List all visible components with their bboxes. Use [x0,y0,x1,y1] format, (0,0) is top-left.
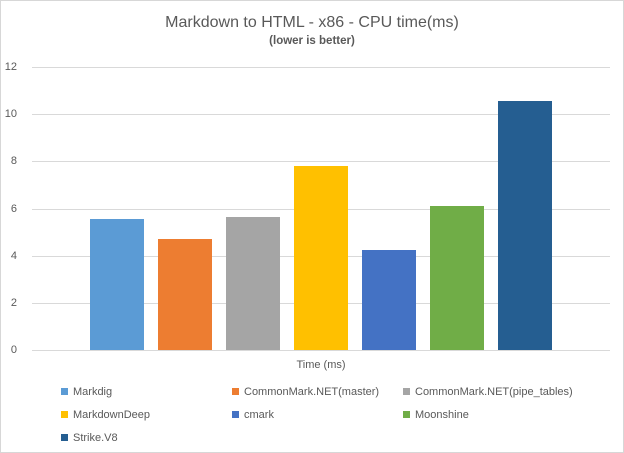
legend-item-commonmark-net-pipe-tables: CommonMark.NET(pipe_tables) [403,385,574,408]
legend-item-commonmark-net-master: CommonMark.NET(master) [232,385,403,408]
y-tick-label-10: 10 [4,108,17,121]
bar-commonmark-net-pipe-tables [226,216,280,350]
legend-swatch-strike-v8 [61,434,68,441]
gridline-y0 [32,350,610,351]
legend-swatch-markdowndeep [61,411,68,418]
gridline-y12 [32,67,610,68]
legend-item-moonshine: Moonshine [403,408,574,431]
y-tick-label-6: 6 [10,202,17,215]
chart-title: Markdown to HTML - x86 - CPU time(ms) [165,14,459,31]
bar-cmark [362,249,416,350]
legend-label-strike-v8: Strike.V8 [73,432,118,444]
legend-item-cmark: cmark [232,408,403,431]
legend-item-strike-v8: Strike.V8 [61,431,232,452]
gridline-y8 [32,161,610,163]
bar-markdowndeep [294,166,348,350]
legend-label-commonmark-net-master: CommonMark.NET(master) [244,386,380,398]
legend-item-markdowndeep: MarkdownDeep [61,408,232,431]
bar-moonshine [430,206,484,350]
x-axis-title: Time (ms) [296,359,346,371]
legend-label-markdig: Markdig [73,386,113,398]
y-tick-label-4: 4 [10,249,17,262]
bar-commonmark-net-master [158,239,212,350]
y-axis: 0 2 4 6 8 10 12 [1,61,17,356]
legend-swatch-commonmark-net-pipe-tables [403,388,410,395]
y-tick-label-0: 0 [10,344,17,356]
y-tick-label-2: 2 [10,296,17,309]
plot-area [32,67,610,351]
legend: Markdig CommonMark.NET(master) CommonMark.… [61,385,601,452]
legend-label-moonshine: Moonshine [415,409,469,421]
bars-group [32,68,610,350]
legend-swatch-markdig [61,388,68,395]
bar-strike-v8 [498,101,552,350]
legend-swatch-cmark [232,411,239,418]
y-tick-label-8: 8 [10,155,17,168]
gridline-y10 [32,114,610,116]
legend-label-markdowndeep: MarkdownDeep [73,409,151,421]
legend-swatch-commonmark-net-master [232,388,239,395]
legend-label-commonmark-net-pipe-tables: CommonMark.NET(pipe_tables) [415,386,573,398]
y-tick-label-12: 12 [4,61,17,73]
bar-markdig [90,219,144,350]
legend-item-markdig: Markdig [61,385,232,408]
legend-swatch-moonshine [403,411,410,418]
chart-subtitle: (lower is better) [269,35,355,47]
legend-label-cmark: cmark [244,409,274,421]
